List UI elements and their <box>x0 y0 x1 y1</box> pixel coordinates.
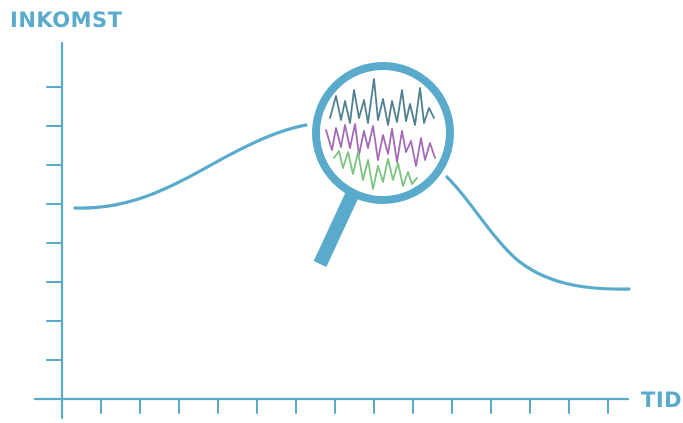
detail-line-teal <box>329 78 435 126</box>
x-axis-title: TID <box>641 388 683 412</box>
detail-line-green <box>333 150 418 190</box>
detail-line-purple <box>325 123 436 167</box>
income-curve-right <box>445 175 631 291</box>
y-axis-ticks <box>46 86 63 361</box>
x-axis-ticks <box>100 398 609 414</box>
magnifier-handle <box>313 190 360 267</box>
income-curve-left <box>73 123 308 210</box>
y-axis-title: INKOMST <box>10 8 123 32</box>
